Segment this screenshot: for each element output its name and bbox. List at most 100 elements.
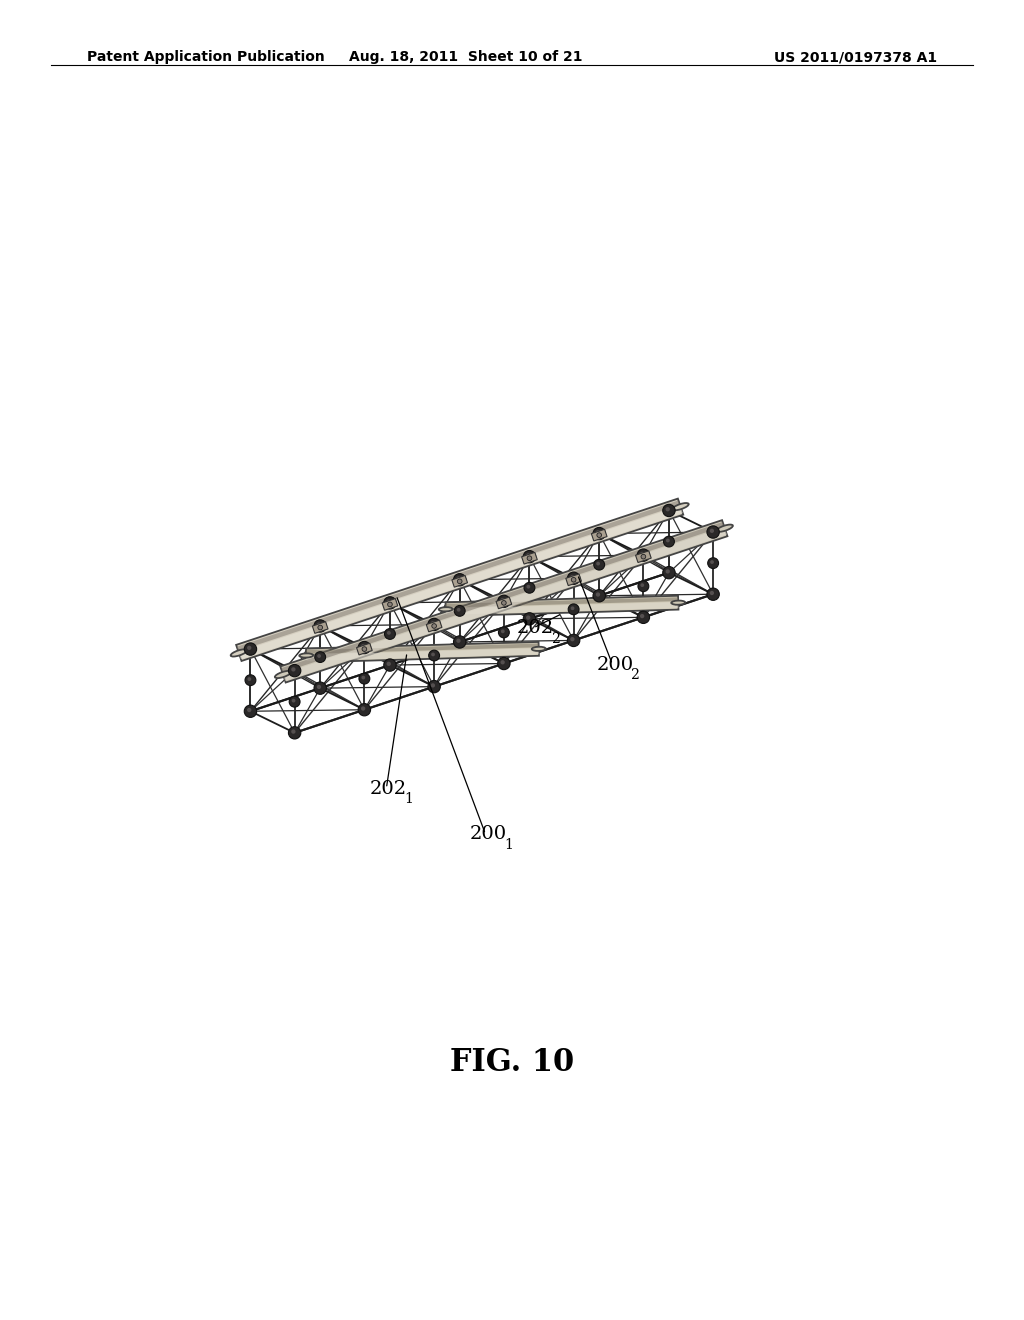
Circle shape <box>526 615 530 620</box>
Circle shape <box>317 626 323 630</box>
Polygon shape <box>237 499 683 661</box>
FancyBboxPatch shape <box>591 529 607 541</box>
Circle shape <box>640 583 644 587</box>
Text: Aug. 18, 2011  Sheet 10 of 21: Aug. 18, 2011 Sheet 10 of 21 <box>349 50 583 65</box>
Circle shape <box>384 659 396 671</box>
Ellipse shape <box>673 503 689 511</box>
Circle shape <box>361 644 366 648</box>
Circle shape <box>498 657 510 669</box>
Circle shape <box>710 528 714 533</box>
Circle shape <box>524 582 535 593</box>
Circle shape <box>247 708 251 713</box>
Circle shape <box>567 572 580 585</box>
Text: 202: 202 <box>517 619 554 638</box>
Circle shape <box>457 577 461 581</box>
Circle shape <box>314 652 326 663</box>
Circle shape <box>431 684 435 688</box>
Text: 202: 202 <box>370 780 408 797</box>
Ellipse shape <box>438 607 453 611</box>
Text: 200: 200 <box>596 656 634 673</box>
Circle shape <box>317 655 321 657</box>
Circle shape <box>431 620 435 626</box>
Text: Patent Application Publication: Patent Application Publication <box>87 50 325 65</box>
FancyBboxPatch shape <box>382 598 397 610</box>
Circle shape <box>361 706 366 710</box>
Text: US 2011/0197378 A1: US 2011/0197378 A1 <box>774 50 937 65</box>
FancyBboxPatch shape <box>452 576 468 587</box>
Circle shape <box>245 705 257 718</box>
Circle shape <box>362 647 367 651</box>
Circle shape <box>640 552 644 556</box>
Polygon shape <box>281 520 727 682</box>
Circle shape <box>289 664 301 677</box>
Circle shape <box>596 593 600 597</box>
Polygon shape <box>445 595 679 616</box>
Circle shape <box>707 525 719 539</box>
Circle shape <box>245 675 256 685</box>
Text: FIG. 10: FIG. 10 <box>450 1047 574 1078</box>
Circle shape <box>388 602 392 607</box>
Circle shape <box>523 550 536 562</box>
FancyBboxPatch shape <box>496 597 512 609</box>
Circle shape <box>454 574 466 586</box>
Circle shape <box>637 549 649 561</box>
Circle shape <box>289 726 301 739</box>
Circle shape <box>386 661 391 667</box>
FancyBboxPatch shape <box>426 620 442 632</box>
Text: 1: 1 <box>404 792 414 807</box>
Circle shape <box>710 560 714 564</box>
Circle shape <box>385 628 395 639</box>
FancyBboxPatch shape <box>356 643 372 655</box>
Circle shape <box>707 589 719 601</box>
Circle shape <box>314 620 327 632</box>
Circle shape <box>457 609 461 611</box>
Text: 1: 1 <box>504 838 513 853</box>
Circle shape <box>387 631 391 635</box>
Circle shape <box>570 574 574 579</box>
Ellipse shape <box>717 524 733 532</box>
Circle shape <box>289 697 300 708</box>
Circle shape <box>457 639 461 643</box>
Circle shape <box>358 642 371 653</box>
Circle shape <box>526 553 530 557</box>
Circle shape <box>291 730 296 734</box>
Ellipse shape <box>299 653 313 657</box>
Ellipse shape <box>672 601 685 605</box>
Circle shape <box>498 595 510 607</box>
Circle shape <box>710 591 714 595</box>
Circle shape <box>316 685 322 689</box>
Circle shape <box>567 635 580 647</box>
Circle shape <box>666 539 670 543</box>
Circle shape <box>640 614 644 618</box>
Circle shape <box>247 645 251 649</box>
Circle shape <box>502 601 506 605</box>
Circle shape <box>594 560 604 570</box>
FancyBboxPatch shape <box>521 552 538 564</box>
Circle shape <box>292 698 296 702</box>
Circle shape <box>458 579 462 583</box>
Circle shape <box>291 667 296 672</box>
Ellipse shape <box>531 647 546 651</box>
FancyBboxPatch shape <box>566 574 582 586</box>
Circle shape <box>501 598 505 602</box>
Circle shape <box>568 605 579 615</box>
Circle shape <box>523 612 536 626</box>
Circle shape <box>637 611 649 623</box>
Circle shape <box>314 682 327 694</box>
Circle shape <box>245 643 257 655</box>
Circle shape <box>571 577 575 582</box>
Circle shape <box>248 677 251 681</box>
Circle shape <box>431 652 435 656</box>
Circle shape <box>663 566 675 578</box>
Circle shape <box>386 599 391 603</box>
Circle shape <box>596 531 600 535</box>
Circle shape <box>638 581 649 591</box>
Circle shape <box>428 681 440 693</box>
Text: 2: 2 <box>631 668 640 682</box>
Circle shape <box>499 627 509 638</box>
Ellipse shape <box>274 671 291 678</box>
Circle shape <box>384 597 396 609</box>
Circle shape <box>432 623 436 628</box>
Circle shape <box>664 536 675 546</box>
Circle shape <box>359 673 370 684</box>
